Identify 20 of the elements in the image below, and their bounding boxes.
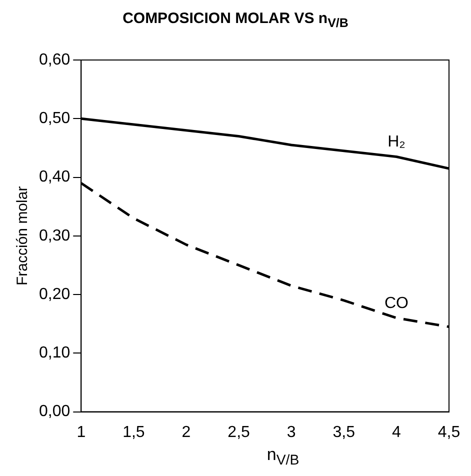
- y-tick-label: 0,10: [39, 344, 70, 362]
- chart-title: COMPOSICION MOLAR VS n$_{V/B}$: [122, 10, 350, 30]
- x-tick-label: 4: [392, 424, 401, 441]
- y-tick-label: 0,20: [39, 286, 70, 303]
- x-tick-label: 3: [286, 424, 296, 441]
- y-tick-label: 0,60: [39, 51, 70, 68]
- x-tick-label: 4,5: [438, 424, 460, 441]
- x-tick-label: 1,5: [122, 424, 145, 441]
- y-tick-label: 0,50: [39, 110, 70, 128]
- y-tick-label: 0,00: [39, 403, 70, 420]
- series-label: H₂: [388, 134, 406, 151]
- x-axis-title: n$_{V/B}$: [266, 445, 300, 468]
- x-tick-label: 2,5: [228, 424, 250, 441]
- x-tick-label: 3,5: [332, 424, 356, 441]
- y-axis-title: Fracción molar: [14, 186, 32, 286]
- y-tick-label: 0,40: [39, 168, 70, 186]
- series-label: CO: [384, 294, 408, 312]
- x-tick-label: 2: [182, 424, 191, 441]
- x-tick-label: 1: [76, 424, 86, 441]
- y-tick-label: 0,30: [39, 227, 70, 244]
